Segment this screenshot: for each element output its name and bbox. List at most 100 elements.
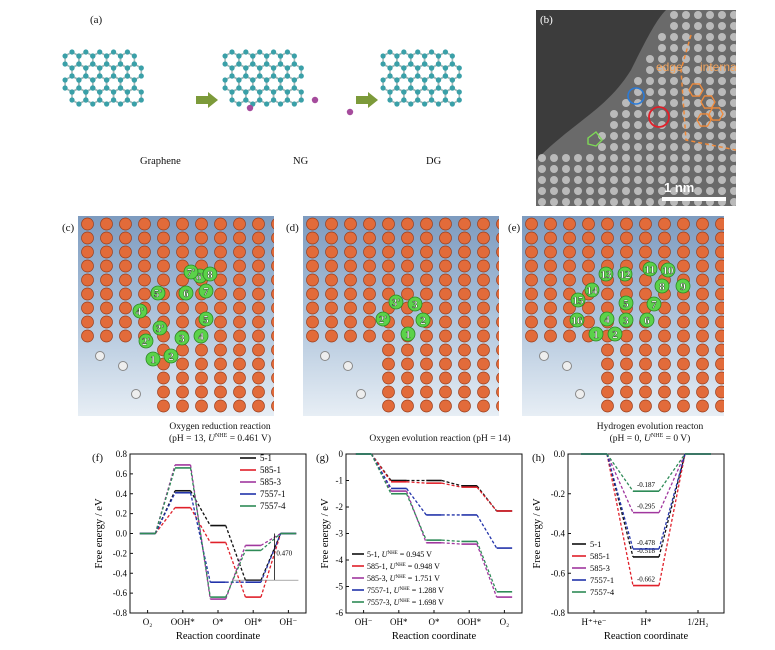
transition-line xyxy=(189,490,211,526)
carbon-atom xyxy=(442,89,449,95)
lattice-dot xyxy=(622,154,630,162)
nitrogen-atom xyxy=(311,96,319,104)
lattice-dot xyxy=(718,11,726,19)
carbon-atom xyxy=(658,231,671,245)
carbon-atom xyxy=(435,101,442,107)
carbon-atom xyxy=(306,259,319,273)
lattice-dot xyxy=(634,77,642,85)
carbon-atom xyxy=(677,315,690,329)
carbon-atom xyxy=(100,301,113,315)
atom-index-label: 10 xyxy=(663,265,675,277)
carbon-atom xyxy=(195,231,208,245)
carbon-atom xyxy=(658,357,671,371)
carbon-atom xyxy=(110,65,117,71)
carbon-atom xyxy=(449,77,455,83)
carbon-atom xyxy=(496,316,499,328)
carbon-atom xyxy=(601,371,614,385)
carbon-atom xyxy=(456,97,462,103)
carbon-atom xyxy=(677,399,690,413)
atom-index-label: 4' xyxy=(136,306,145,318)
carbon-atom xyxy=(243,89,249,95)
lattice-dot xyxy=(658,77,666,85)
lattice-dot xyxy=(658,44,666,52)
lattice-dot xyxy=(658,176,666,184)
lattice-dot xyxy=(646,154,654,162)
lattice-dot xyxy=(706,121,714,129)
series-7557-4 xyxy=(139,467,297,598)
carbon-atom xyxy=(277,61,284,67)
carbon-atom xyxy=(525,245,538,259)
carbon-atom xyxy=(344,315,357,329)
carbon-atom xyxy=(496,302,499,314)
atom-index-label: 7' xyxy=(187,267,196,279)
panel-label-e: (e) xyxy=(508,222,521,234)
carbon-atom xyxy=(325,231,338,245)
stem-image: edge internal 1 nm xyxy=(536,10,736,206)
y-axis-label: Free energy / eV xyxy=(94,498,105,568)
lattice-dot xyxy=(598,187,606,195)
carbon-atom xyxy=(458,343,471,357)
carbon-atom xyxy=(119,315,132,329)
defect-hexagon xyxy=(700,95,716,109)
lattice-dot xyxy=(718,55,726,63)
graphene-sheet xyxy=(380,49,462,107)
carbon-atom xyxy=(83,65,89,71)
carbon-atom xyxy=(449,53,455,59)
carbon-atom xyxy=(138,97,144,103)
defect-atom xyxy=(642,261,658,277)
carbon-atom xyxy=(442,97,449,103)
carbon-atom xyxy=(380,61,386,67)
lattice-dot xyxy=(670,99,678,107)
carbon-atom xyxy=(658,385,671,399)
carbon-atom xyxy=(525,273,538,287)
atom-index-label: 5' xyxy=(154,288,163,300)
value-label: -0.518 xyxy=(637,547,656,555)
panel-label-c: (c) xyxy=(62,222,75,234)
chart-f-title-line1: Oxygen reduction reaction xyxy=(169,422,271,432)
carbon-atom xyxy=(325,301,338,315)
carbon-atom xyxy=(394,53,400,59)
carbon-atom xyxy=(271,316,274,328)
carbon-atom xyxy=(601,245,614,259)
carbon-atom xyxy=(229,89,235,95)
carbon-atom xyxy=(401,259,414,273)
lattice-dot xyxy=(682,66,690,74)
carbon-atom xyxy=(344,301,357,315)
carbon-atom xyxy=(195,217,208,231)
carbon-atom xyxy=(435,77,442,83)
carbon-atom xyxy=(233,217,246,231)
lattice-dot xyxy=(646,55,654,63)
carbon-atom xyxy=(458,231,471,245)
defect-atom xyxy=(152,320,168,336)
carbon-atom xyxy=(439,273,452,287)
carbon-atom xyxy=(176,273,189,287)
schematic-graphene-ng-dg xyxy=(62,49,462,116)
carbon-atom xyxy=(696,343,709,357)
lattice-dot xyxy=(694,154,702,162)
defect-atom xyxy=(570,292,586,308)
carbon-atom xyxy=(477,217,490,231)
transition-line xyxy=(260,532,281,546)
lattice-dot xyxy=(706,77,714,85)
transition-line xyxy=(154,507,176,534)
carbon-atom xyxy=(715,371,724,385)
carbon-atom xyxy=(677,343,690,357)
stem-lattice xyxy=(536,10,736,206)
lattice-dot xyxy=(706,176,714,184)
carbon-atom xyxy=(344,245,357,259)
lattice-dot xyxy=(658,55,666,63)
atom-index-label: 2 xyxy=(420,315,426,327)
legend-label: 7557-3, UNHE = 1.698 V xyxy=(367,598,444,607)
carbon-atom xyxy=(401,357,414,371)
lattice-dot xyxy=(730,55,736,63)
carbon-atom xyxy=(544,259,557,273)
legend-label: 585-3 xyxy=(260,477,281,487)
carbon-atom xyxy=(62,85,68,91)
carbon-atom xyxy=(401,231,414,245)
carbon-atom xyxy=(81,315,94,329)
hydrogen-atom xyxy=(131,389,141,399)
defect-atom xyxy=(198,283,214,299)
lattice-dot xyxy=(682,33,690,41)
carbon-atom xyxy=(243,73,249,79)
carbon-atom xyxy=(525,287,538,301)
